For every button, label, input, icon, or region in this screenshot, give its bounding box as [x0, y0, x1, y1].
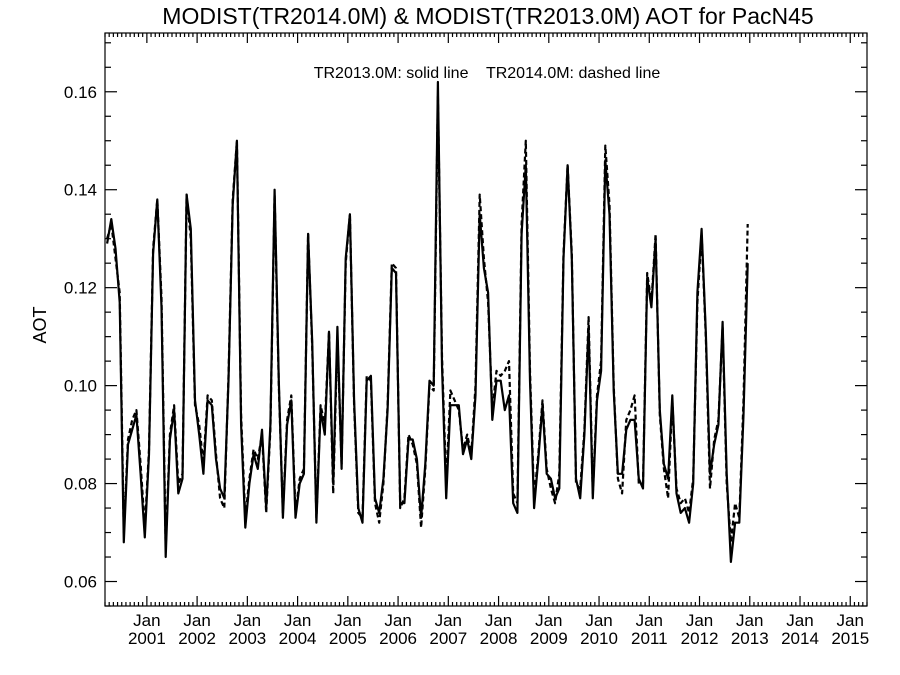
axes: 0.060.080.100.120.140.16Jan2001Jan2002Ja… [64, 33, 869, 648]
x-tick-year-label: 2005 [329, 629, 367, 648]
chart-title: MODIST(TR2014.0M) & MODIST(TR2013.0M) AO… [162, 3, 813, 29]
x-tick-year-label: 2004 [279, 629, 317, 648]
series-layer [106, 80, 749, 564]
x-tick-month-label: Jan [736, 611, 763, 630]
x-tick-year-label: 2003 [228, 629, 266, 648]
x-tick-month-label: Jan [234, 611, 261, 630]
x-tick-year-label: 2014 [781, 629, 819, 648]
series-line-dashed [106, 95, 749, 549]
x-tick-month-label: Jan [686, 611, 713, 630]
y-tick-label: 0.06 [64, 573, 97, 592]
x-tick-year-label: 2011 [631, 629, 668, 648]
x-tick-year-label: 2006 [379, 629, 417, 648]
x-tick-year-label: 2008 [480, 629, 518, 648]
x-tick-month-label: Jan [636, 611, 663, 630]
x-tick-year-label: 2009 [530, 629, 568, 648]
series-line-solid [106, 80, 749, 564]
y-tick-label: 0.08 [64, 475, 97, 494]
x-tick-year-label: 2015 [831, 629, 869, 648]
x-tick-month-label: Jan [183, 611, 210, 630]
x-tick-year-label: 2012 [681, 629, 719, 648]
x-tick-month-label: Jan [435, 611, 462, 630]
x-tick-month-label: Jan [133, 611, 160, 630]
legend-annotation: TR2013.0M: solid line TR2014.0M: dashed … [314, 65, 661, 82]
x-tick-month-label: Jan [284, 611, 311, 630]
y-axis-label: AOT [30, 306, 50, 343]
x-tick-year-label: 2001 [128, 629, 166, 648]
y-tick-label: 0.16 [64, 83, 97, 102]
y-tick-label: 0.14 [64, 181, 97, 200]
x-tick-month-label: Jan [384, 611, 411, 630]
y-tick-label: 0.10 [64, 377, 97, 396]
x-tick-month-label: Jan [485, 611, 512, 630]
x-tick-year-label: 2002 [178, 629, 216, 648]
x-tick-month-label: Jan [334, 611, 361, 630]
x-tick-month-label: Jan [585, 611, 612, 630]
x-tick-year-label: 2007 [429, 629, 467, 648]
x-tick-month-label: Jan [535, 611, 562, 630]
plot-frame [104, 32, 868, 607]
x-tick-year-label: 2013 [731, 629, 769, 648]
x-tick-year-label: 2010 [580, 629, 618, 648]
y-tick-label: 0.12 [64, 279, 97, 298]
x-tick-month-label: Jan [786, 611, 813, 630]
x-tick-month-label: Jan [837, 611, 864, 630]
